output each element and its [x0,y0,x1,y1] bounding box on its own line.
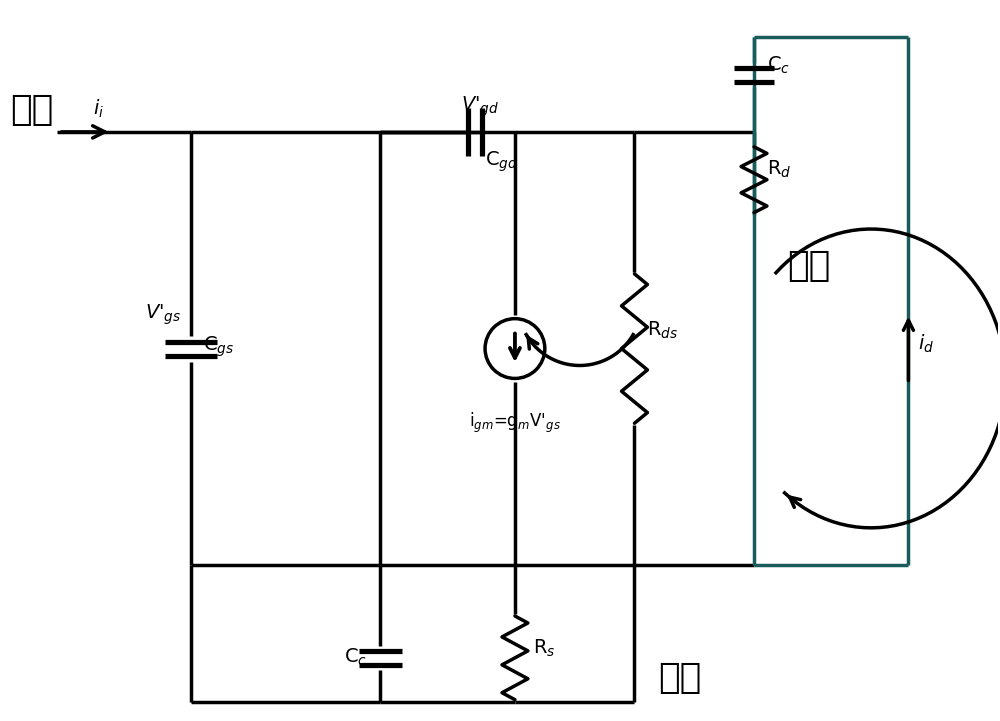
Text: R$_d$: R$_d$ [767,159,791,180]
Text: i$_i$: i$_i$ [93,97,104,120]
Text: R$_{ds}$: R$_{ds}$ [647,320,679,341]
Text: i$_d$: i$_d$ [918,332,935,355]
Text: C$_{gs}$: C$_{gs}$ [203,335,234,359]
Text: 源极: 源极 [658,660,701,695]
Text: V$'_{gd}$: V$'_{gd}$ [461,94,499,119]
Text: 漏极: 漏极 [787,249,830,283]
Text: C$_c$: C$_c$ [344,647,368,668]
Text: C$_{gd}$: C$_{gd}$ [485,150,518,174]
Text: V$'_{gs}$: V$'_{gs}$ [145,303,181,327]
Text: R$_s$: R$_s$ [533,637,555,658]
Text: i$_{gm}$=g$_m$V$'_{gs}$: i$_{gm}$=g$_m$V$'_{gs}$ [469,410,561,435]
Text: C$_c$: C$_c$ [767,55,790,76]
Text: 栅极: 栅极 [10,93,53,127]
